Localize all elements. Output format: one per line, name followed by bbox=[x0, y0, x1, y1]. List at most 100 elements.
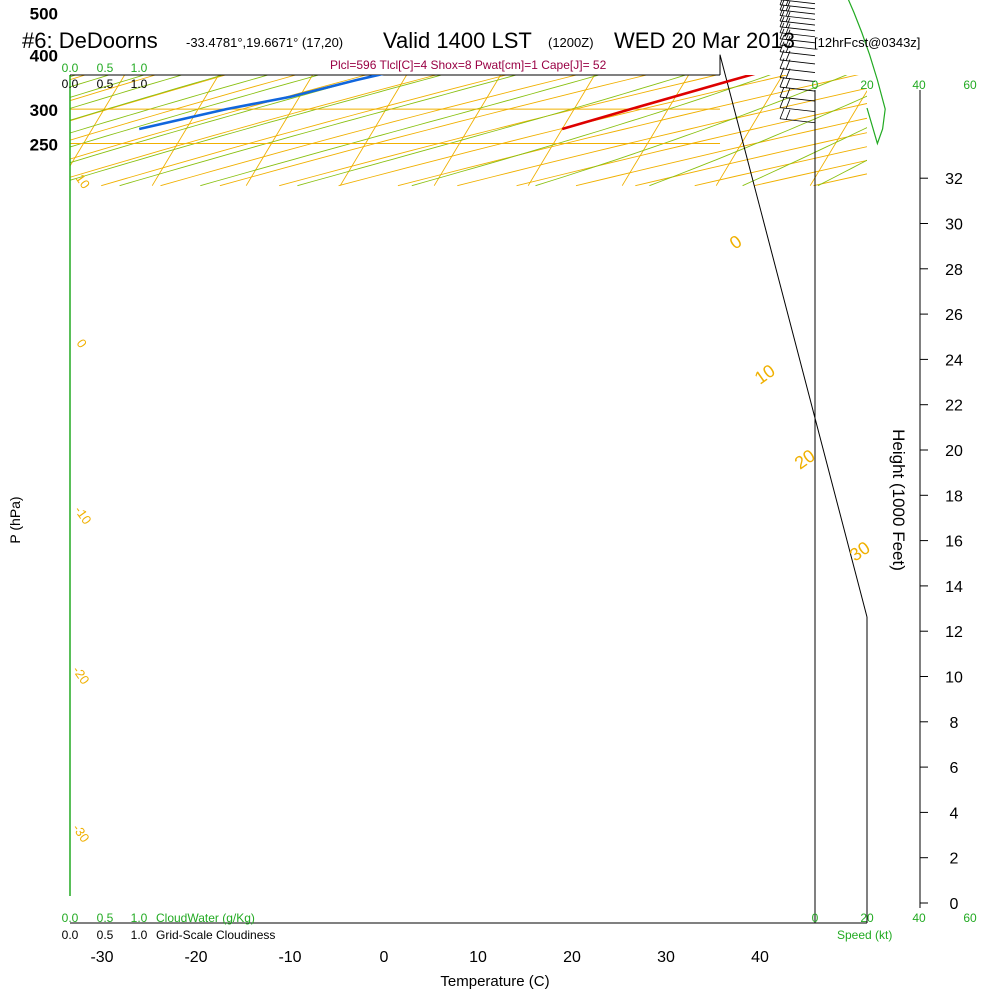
stability-indices: Plcl=596 Tlcl[C]=4 Shox=8 Pwat[cm]=1 Cap… bbox=[330, 58, 606, 72]
wind-barb-shaft bbox=[780, 15, 815, 19]
wind-barb-flag bbox=[786, 88, 790, 98]
dry-adiabat-label: -10 bbox=[72, 503, 95, 527]
utc-time: (1200Z) bbox=[548, 35, 594, 50]
speed-bottom-label: 20 bbox=[860, 911, 874, 925]
wind-barb-shaft bbox=[780, 78, 815, 82]
wind-barb-flag bbox=[780, 98, 784, 108]
wind-barb-flag bbox=[786, 69, 790, 79]
dry-adiabat-label: -20 bbox=[70, 663, 93, 687]
speed-bottom-label: 60 bbox=[963, 911, 977, 925]
wind-barb-shaft bbox=[780, 21, 815, 25]
cloud-water-top-label: 0.5 bbox=[97, 61, 114, 75]
speed-bottom-label: 40 bbox=[912, 911, 926, 925]
pressure-tick-label: 300 bbox=[30, 101, 58, 120]
isotherm-label: 30 bbox=[846, 537, 874, 565]
height-tick-label: 4 bbox=[950, 805, 959, 822]
height-axis-title: Height (1000 Feet) bbox=[889, 429, 908, 571]
wind-barb-flag bbox=[786, 12, 790, 22]
plot-frame bbox=[70, 0, 1000, 923]
static-labels: Temperature (C) P (hPa) Height (1000 Fee… bbox=[7, 429, 908, 990]
wind-barb-shaft bbox=[780, 0, 815, 4]
height-tick-label: 24 bbox=[945, 352, 963, 369]
height-tick-label: 16 bbox=[945, 534, 963, 551]
wind-barb-flag bbox=[786, 99, 790, 109]
height-tick-label: 20 bbox=[945, 443, 963, 460]
x-tick-label: 10 bbox=[469, 949, 487, 966]
wind-barb bbox=[780, 68, 815, 82]
cloudiness-title: Grid-Scale Cloudiness bbox=[156, 928, 275, 942]
diagonal-border bbox=[720, 55, 867, 617]
wind-barb-shaft bbox=[780, 10, 815, 14]
cloudiness-bottom-label: 1.0 bbox=[131, 928, 148, 942]
forecast-run: [12hrFcst@0343z] bbox=[814, 35, 920, 50]
height-tick-label: 18 bbox=[945, 488, 963, 505]
height-tick-label: 12 bbox=[945, 624, 963, 641]
x-tick-label: -20 bbox=[184, 949, 207, 966]
dry-adiabat-label: -30 bbox=[70, 821, 93, 845]
speed-top-label: 40 bbox=[912, 78, 926, 92]
height-tick-label: 22 bbox=[945, 398, 963, 415]
dry-adiabat-label: 0 bbox=[74, 336, 90, 351]
cloudiness-top-label: 0.5 bbox=[97, 77, 114, 91]
speed-top-label: 20 bbox=[860, 78, 874, 92]
background-lines: 123581220 bbox=[0, 0, 1000, 916]
wind-barb bbox=[780, 0, 815, 4]
cloudiness-top-label: 0.0 bbox=[62, 77, 79, 91]
cloud-water-top-label: 0.0 bbox=[62, 61, 79, 75]
wind-barb bbox=[780, 77, 815, 91]
forecast-date: WED 20 Mar 2013 bbox=[614, 28, 795, 54]
cloud-water-bottom-label: 1.0 bbox=[131, 911, 148, 925]
speed-top-label: 0 bbox=[812, 78, 819, 92]
cloud-water-top-label: 1.0 bbox=[131, 61, 148, 75]
x-tick-label: 40 bbox=[751, 949, 769, 966]
isotherm-label: 10 bbox=[751, 360, 779, 388]
x-tick-label: -10 bbox=[278, 949, 301, 966]
x-tick-label: 20 bbox=[563, 949, 581, 966]
mixing-ratio-label: 2 bbox=[897, 903, 914, 916]
pressure-tick-label: 500 bbox=[30, 5, 58, 24]
chart-header: #6: DeDoorns -33.4781°,19.6671° (17,20) … bbox=[0, 28, 1000, 62]
height-tick-label: 26 bbox=[945, 307, 963, 324]
mixing-ratio-label: 1 bbox=[817, 903, 834, 916]
pressure-tick-label: 250 bbox=[30, 136, 58, 155]
height-tick-label: 14 bbox=[945, 579, 963, 596]
wind-barb-shaft bbox=[780, 108, 815, 112]
y-axis-title: P (hPa) bbox=[7, 496, 23, 543]
station-name: #6: DeDoorns bbox=[22, 28, 158, 54]
wind-barb-flag bbox=[786, 110, 790, 120]
x-tick-label: -30 bbox=[90, 949, 113, 966]
wind-barb bbox=[780, 5, 815, 19]
station-coordinates: -33.4781°,19.6671° (17,20) bbox=[186, 35, 343, 50]
cloudiness-bottom-label: 0.0 bbox=[62, 928, 79, 942]
wind-barb-shaft bbox=[780, 69, 815, 73]
speed-title: Speed (kt) bbox=[837, 928, 892, 942]
wind-barb bbox=[780, 98, 815, 112]
height-tick-label: 8 bbox=[950, 715, 959, 732]
cloud-water-title: CloudWater (g/Kg) bbox=[156, 911, 255, 925]
x-tick-label: 30 bbox=[657, 949, 675, 966]
height-tick-label: 30 bbox=[945, 217, 963, 234]
cloud-water-bottom-label: 0.5 bbox=[97, 911, 114, 925]
height-tick-label: 0 bbox=[950, 896, 959, 913]
height-tick-label: 6 bbox=[950, 760, 959, 777]
cloudiness-bottom-label: 0.5 bbox=[97, 928, 114, 942]
height-tick-label: 10 bbox=[945, 670, 963, 687]
height-tick-label: 28 bbox=[945, 262, 963, 279]
speed-top-label: 60 bbox=[963, 78, 977, 92]
cloud-water-bottom-label: 0.0 bbox=[62, 911, 79, 925]
x-axis-title: Temperature (C) bbox=[440, 973, 549, 990]
height-tick-label: 2 bbox=[950, 851, 959, 868]
wind-barb-flag bbox=[786, 18, 790, 28]
wind-barb-flag bbox=[786, 78, 790, 88]
wind-barb-shaft bbox=[780, 5, 815, 9]
height-tick-label: 32 bbox=[945, 171, 963, 188]
cloudiness-top-label: 1.0 bbox=[131, 77, 148, 91]
valid-time: Valid 1400 LST bbox=[383, 28, 532, 54]
wind-barb-flag bbox=[780, 109, 784, 119]
isotherm-label: 0 bbox=[726, 231, 746, 253]
x-tick-label: 0 bbox=[380, 949, 389, 966]
speed-bottom-label: 0 bbox=[812, 911, 819, 925]
